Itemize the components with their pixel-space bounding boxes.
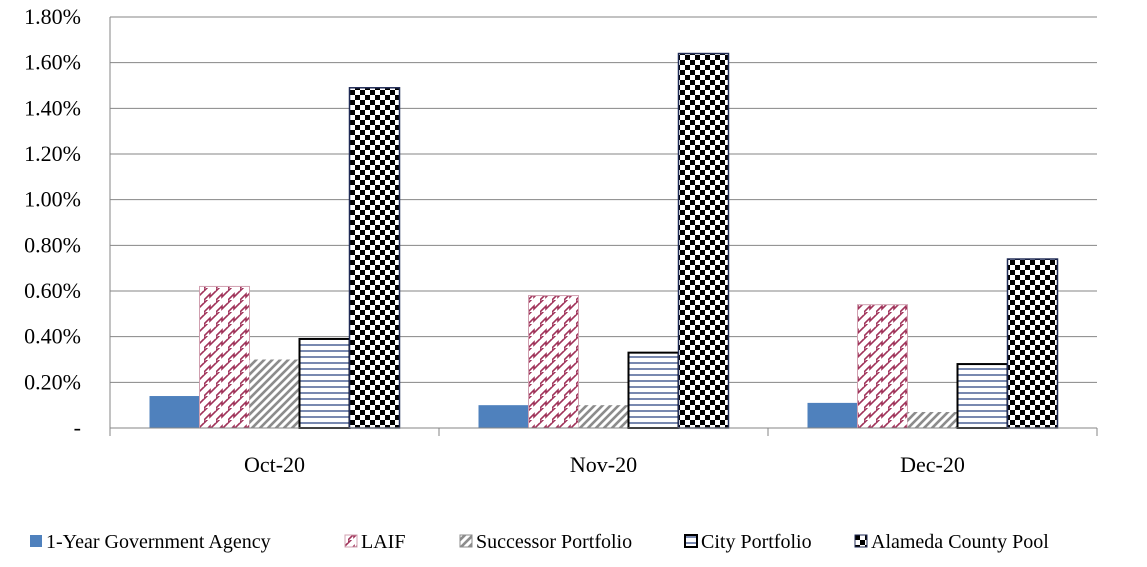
- legend-swatch: [459, 534, 473, 548]
- x-tick-label: Nov-20: [570, 452, 637, 477]
- bar-alameda-county-pool-dec-20: [1006, 258, 1059, 429]
- y-tick-label: 0.40%: [24, 324, 81, 349]
- bar-1-year-government-agency-nov-20: [478, 405, 529, 428]
- legend-item: Successor Portfolio: [459, 531, 632, 553]
- bars: [149, 52, 1059, 430]
- legend-item: 1-Year Government Agency: [30, 531, 271, 553]
- bar-alameda-county-pool-oct-20: [348, 87, 401, 429]
- gridlines: [110, 16, 1097, 383]
- legend-label: 1-Year Government Agency: [46, 531, 271, 553]
- legend-label: LAIF: [361, 531, 405, 553]
- legend-swatch: [684, 534, 698, 548]
- legend-swatch: [344, 534, 358, 548]
- bar-city-portfolio-nov-20: [627, 351, 680, 429]
- bar-city-portfolio-dec-20: [956, 363, 1009, 430]
- y-tick-label: 1.40%: [24, 95, 81, 120]
- x-tick-label: Oct-20: [244, 452, 305, 477]
- x-tick-label: Dec-20: [900, 452, 965, 477]
- bar-laif-nov-20: [528, 295, 579, 429]
- y-tick-label: 1.20%: [24, 141, 81, 166]
- legend-label: Alameda County Pool: [871, 531, 1049, 553]
- legend-label: City Portfolio: [701, 531, 812, 553]
- bar-successor-portfolio-dec-20: [907, 412, 958, 428]
- legend: 1-Year Government Agency LAIF Successor Po…: [30, 531, 1049, 553]
- bar-city-portfolio-oct-20: [298, 337, 351, 430]
- bar-successor-portfolio-oct-20: [249, 359, 300, 428]
- y-tick-label: 1.00%: [24, 187, 81, 212]
- legend-item: Alameda County Pool: [854, 531, 1049, 553]
- axes: [109, 17, 1098, 436]
- legend-swatch: [30, 535, 42, 547]
- bar-laif-dec-20: [857, 304, 908, 429]
- legend-label: Successor Portfolio: [476, 531, 632, 553]
- legend-swatch: [854, 534, 868, 548]
- bar-laif-oct-20: [199, 285, 250, 429]
- y-tick-label: 0.80%: [24, 232, 81, 257]
- tick-labels: - 0.20% 0.40% 0.60% 0.80% 1.00% 1.20% 1.40% 1.60…: [24, 4, 965, 477]
- y-tick-label: 0.20%: [24, 369, 81, 394]
- bar-1-year-government-agency-dec-20: [807, 402, 858, 428]
- y-tick-label: 1.80%: [24, 4, 81, 29]
- y-tick-label: -: [74, 415, 81, 440]
- bar-1-year-government-agency-oct-20: [149, 396, 200, 428]
- legend-item: City Portfolio: [684, 531, 812, 553]
- y-tick-label: 0.60%: [24, 278, 81, 303]
- bar-alameda-county-pool-nov-20: [677, 52, 730, 429]
- bar-successor-portfolio-nov-20: [578, 405, 629, 428]
- legend-item: LAIF: [344, 531, 405, 553]
- y-tick-label: 1.60%: [24, 50, 81, 75]
